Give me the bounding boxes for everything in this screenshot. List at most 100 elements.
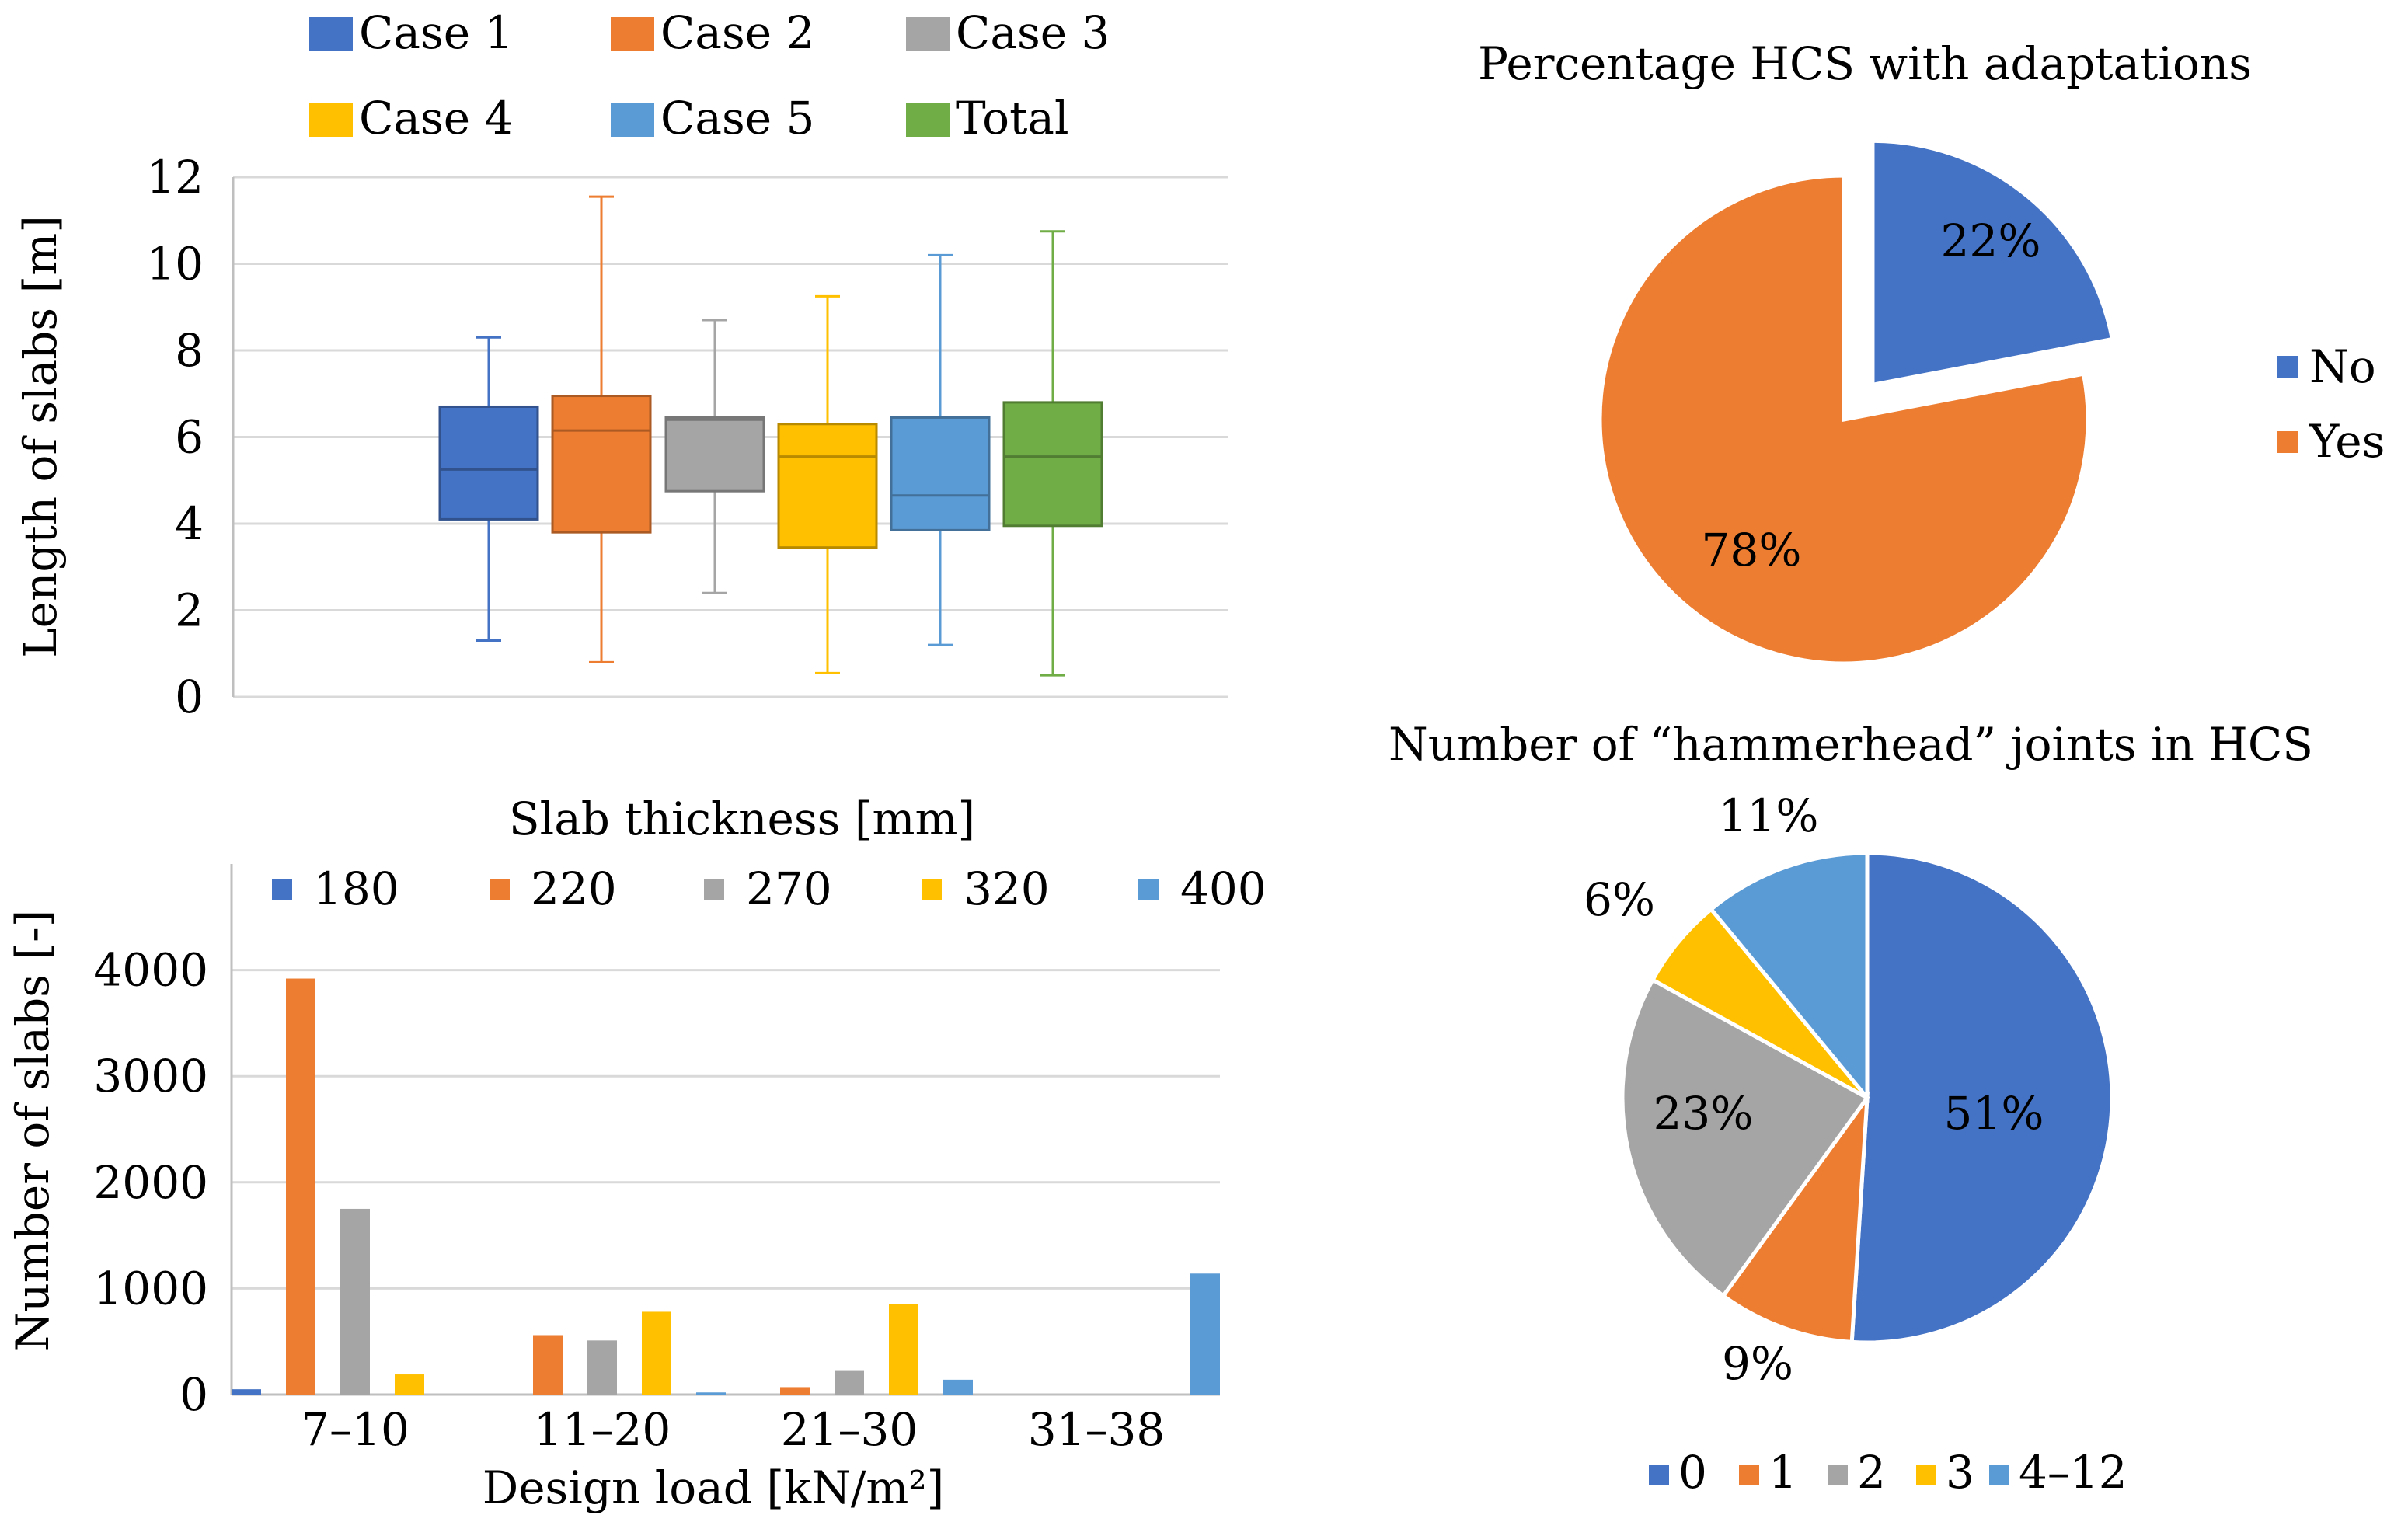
bar-chart: Slab thickness [mm] 180 220 270 320 400 …	[6, 792, 1267, 1514]
bar-y-tick-label: 0	[179, 1368, 208, 1421]
bar-legend-swatch-4	[922, 879, 942, 900]
bar-270-0	[340, 1209, 370, 1395]
box-y-tick-label: 4	[175, 497, 204, 550]
pie-adaptations-legend-swatch-no	[2277, 356, 2298, 378]
box-legend-item-1: Case 1	[309, 6, 513, 59]
bar-y-axis-label: Number of slabs [-]	[6, 910, 59, 1352]
pie-adaptations-legend-label-no: No	[2309, 340, 2376, 393]
figure: Case 1 Case 2 Case 3 Case 4 Case 5 Total	[0, 0, 2408, 1529]
box-legend-label-6: Total	[956, 92, 1069, 145]
bar-220-1	[533, 1336, 563, 1395]
box-legend-item-3: Case 3	[906, 6, 1110, 59]
bar-320-1	[642, 1311, 671, 1395]
bar-legend-swatch-3	[704, 879, 724, 900]
box-legend-swatch-1	[309, 17, 353, 51]
bar-y-tick-label: 2000	[93, 1156, 208, 1209]
pie-hammerhead-legend-label-4: 4–12	[2019, 1446, 2127, 1499]
pie-hammerhead-legend-swatch-1	[1739, 1465, 1759, 1485]
bar-y-tick-label: 4000	[93, 944, 208, 997]
pie-hammerhead-value-label-3: 6%	[1584, 873, 1655, 926]
box-body	[666, 417, 764, 491]
box-y-tick-label: 8	[175, 324, 204, 377]
bar-y-tick-label: 1000	[93, 1262, 208, 1315]
box-y-tick-labels: 0 2 4 6 8 10 12	[146, 151, 204, 723]
pie-adaptations-value-label-0: 22%	[1941, 214, 2041, 267]
box-legend-item-6: Total	[906, 92, 1069, 145]
bar-y-tick-label: 3000	[93, 1050, 208, 1102]
box-legend: Case 1 Case 2 Case 3 Case 4 Case 5 Total	[309, 6, 1110, 145]
box-1	[440, 337, 538, 640]
box-legend-label-3: Case 3	[956, 6, 1110, 59]
bar-legend-label-2: 220	[531, 862, 617, 915]
box-y-axis-label: Length of slabs [m]	[14, 215, 67, 658]
box-y-tick-label: 12	[146, 151, 204, 204]
bar-220-0	[286, 979, 315, 1395]
bar-legend-swatch-1	[272, 879, 292, 900]
box-y-tick-label: 0	[175, 670, 204, 723]
bar-400-1	[696, 1392, 726, 1395]
bar-x-tick-label: 21–30	[781, 1403, 918, 1456]
bar-chart-title: Slab thickness [mm]	[509, 792, 975, 845]
pie-hammerhead-legend-swatch-4	[1989, 1465, 2009, 1485]
box-y-tick-label: 10	[146, 238, 204, 291]
box-body	[552, 396, 650, 533]
box-body	[779, 424, 876, 548]
bar-legend-label-4: 320	[964, 862, 1050, 915]
box-legend-item-4: Case 4	[309, 92, 513, 145]
pie-hammerhead-legend-swatch-2	[1828, 1465, 1848, 1485]
box-legend-label-4: Case 4	[359, 92, 513, 145]
pie-hammerhead-value-label-0: 51%	[1944, 1087, 2044, 1140]
box-2	[552, 197, 650, 662]
pie-hammerhead-legend-swatch-3	[1916, 1465, 1936, 1485]
box-legend-swatch-3	[906, 17, 950, 51]
pie-hammerhead: Number of “hammerhead” joints in HCS 51%…	[1389, 718, 2313, 1499]
box-3	[666, 320, 764, 593]
bar-legend-label-1: 180	[313, 862, 399, 915]
box-legend-label-2: Case 2	[660, 6, 814, 59]
bar-y-tick-labels: 0 1000 2000 3000 4000	[93, 944, 208, 1421]
box-body	[891, 417, 989, 530]
box-legend-item-5: Case 5	[611, 92, 814, 145]
pie-hammerhead-legend-label-0: 0	[1678, 1446, 1707, 1499]
pie-hammerhead-title: Number of “hammerhead” joints in HCS	[1389, 718, 2313, 771]
bar-270-2	[835, 1371, 864, 1395]
bar-marks	[232, 979, 1220, 1395]
box-legend-swatch-5	[611, 103, 654, 137]
pie-adaptations-title: Percentage HCS with adaptations	[1478, 37, 2252, 90]
box-legend-swatch-6	[906, 103, 950, 137]
pie-hammerhead-legend: 0 1 2 3 4–12	[1649, 1446, 2127, 1499]
bar-400-3	[1190, 1273, 1220, 1395]
box-body	[1004, 402, 1102, 526]
bar-legend-swatch-5	[1138, 879, 1159, 900]
pie-adaptations-value-label-1: 78%	[1702, 524, 1802, 576]
bar-legend-label-5: 400	[1180, 862, 1267, 915]
bar-legend: 180 220 270 320 400	[272, 862, 1267, 915]
pie-hammerhead-value-label-4: 11%	[1719, 789, 1819, 842]
bar-x-tick-labels: 7–10 11–20 21–30 31–38	[301, 1403, 1165, 1456]
pie-adaptations-legend-swatch-yes	[2277, 431, 2298, 453]
box-chart: Case 1 Case 2 Case 3 Case 4 Case 5 Total	[14, 6, 1228, 723]
box-body	[440, 406, 538, 519]
bar-x-axis-label: Design load [kN/m²]	[483, 1461, 945, 1514]
box-y-tick-label: 2	[175, 584, 204, 637]
bar-270-1	[587, 1340, 617, 1395]
bar-x-tick-label: 31–38	[1028, 1403, 1166, 1456]
box-4	[779, 296, 876, 673]
bar-legend-label-3: 270	[746, 862, 832, 915]
bar-gridlines	[232, 970, 1220, 1289]
bar-x-tick-label: 7–10	[301, 1403, 409, 1456]
box-legend-swatch-4	[309, 103, 353, 137]
bar-legend-swatch-2	[490, 879, 510, 900]
bar-180-0	[232, 1389, 261, 1395]
bar-320-2	[889, 1304, 918, 1395]
box-legend-swatch-2	[611, 17, 654, 51]
box-legend-label-5: Case 5	[660, 92, 814, 145]
box-legend-item-2: Case 2	[611, 6, 814, 59]
bar-220-2	[780, 1387, 810, 1395]
box-y-tick-label: 6	[175, 411, 204, 464]
bar-400-2	[943, 1380, 973, 1395]
pie-hammerhead-legend-swatch-0	[1649, 1465, 1669, 1485]
pie-hammerhead-legend-label-2: 2	[1857, 1446, 1886, 1499]
bar-320-0	[395, 1374, 424, 1395]
pie-adaptations-legend-label-yes: Yes	[2309, 415, 2385, 468]
